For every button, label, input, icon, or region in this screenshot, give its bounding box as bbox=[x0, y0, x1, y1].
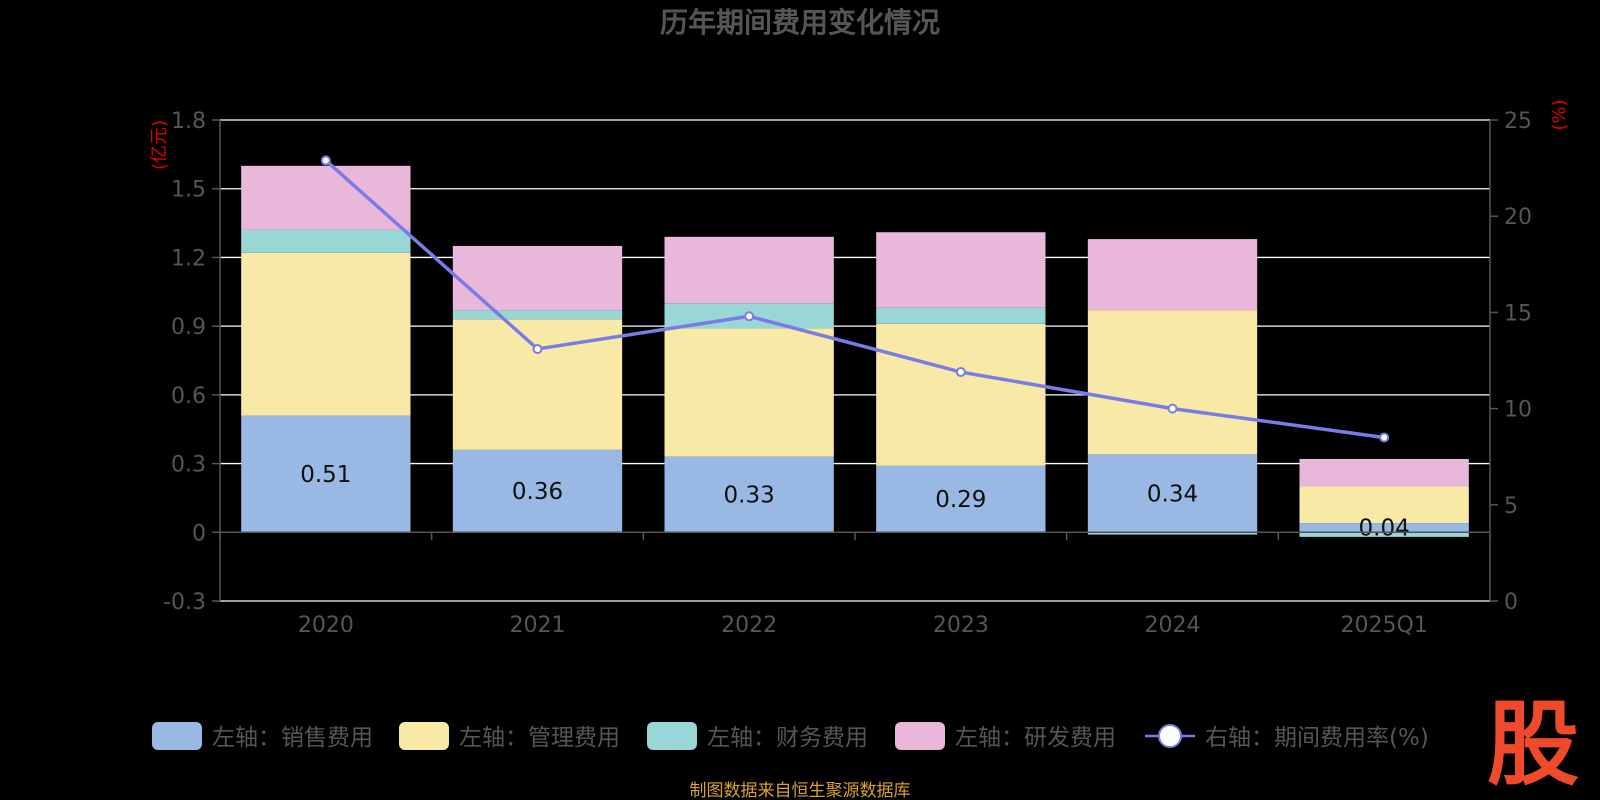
legend-marker-icon bbox=[1158, 724, 1182, 748]
left-axis-unit: (亿元) bbox=[149, 120, 170, 170]
x-tick-label: 2022 bbox=[721, 613, 777, 638]
right-tick-label: 20 bbox=[1504, 205, 1532, 230]
data-source-note: 制图数据来自恒生聚源数据库 bbox=[690, 781, 911, 800]
x-tick-label: 2025Q1 bbox=[1341, 613, 1428, 638]
left-tick-label: 0 bbox=[192, 521, 206, 546]
bar-sales-2022 bbox=[664, 456, 834, 533]
axes-layer: -0.3 0 0.3 0.6 0.9 1.2 1.5 1.8 0 5 10 15 20 25 2020 202… bbox=[163, 109, 1532, 638]
x-tick-label: 2020 bbox=[298, 613, 354, 638]
bar-finance-2025Q1 bbox=[1299, 532, 1469, 537]
bar-finance-2024 bbox=[1087, 532, 1258, 535]
legend-label-rnd: 左轴：研发费用 bbox=[955, 725, 1116, 751]
right-tick-label: 15 bbox=[1504, 301, 1532, 326]
bar-finance-2020 bbox=[241, 229, 411, 253]
right-tick-label: 0 bbox=[1504, 590, 1518, 615]
bar-rnd-2024 bbox=[1087, 239, 1258, 311]
bar-admin-2022 bbox=[664, 328, 834, 457]
data-label-2025Q1: 0.04 bbox=[1359, 516, 1410, 542]
left-tick-label: 1.8 bbox=[171, 109, 206, 134]
x-tick-label: 2024 bbox=[1145, 613, 1201, 638]
bar-finance-2021 bbox=[452, 310, 623, 320]
legend-label-finance: 左轴：财务费用 bbox=[707, 725, 868, 751]
bars-layer: 0.51 0.36 0.33 0.29 0.34 0.04 bbox=[241, 165, 1469, 542]
bar-rnd-2023 bbox=[876, 232, 1046, 308]
bar-rnd-2020 bbox=[241, 165, 411, 230]
data-label-2021: 0.36 bbox=[512, 479, 563, 505]
bar-admin-2023 bbox=[876, 323, 1046, 466]
right-tick-label: 25 bbox=[1504, 109, 1532, 134]
bar-admin-2025Q1 bbox=[1299, 486, 1469, 524]
legend-label-rate: 右轴：期间费用率(%) bbox=[1205, 725, 1429, 751]
x-tick-label: 2023 bbox=[933, 613, 989, 638]
bar-admin-2020 bbox=[241, 252, 411, 416]
right-tick-label: 10 bbox=[1504, 398, 1532, 423]
bar-rnd-2021 bbox=[452, 245, 623, 311]
rate-point-2024 bbox=[1167, 403, 1178, 414]
rate-point-2022 bbox=[744, 311, 755, 322]
rate-point-2025Q1 bbox=[1379, 432, 1390, 443]
rate-point-2020 bbox=[320, 155, 331, 166]
left-tick-label: 0.6 bbox=[171, 384, 206, 409]
left-tick-label: 1.2 bbox=[171, 246, 206, 271]
legend-label-sales: 左轴：销售费用 bbox=[212, 725, 373, 751]
data-label-2020: 0.51 bbox=[300, 462, 351, 488]
rate-point-2023 bbox=[955, 367, 966, 378]
bar-finance-2023 bbox=[876, 307, 1046, 324]
bar-rnd-2022 bbox=[664, 236, 834, 304]
bar-admin-2024 bbox=[1087, 310, 1258, 455]
bar-sales-2023 bbox=[876, 465, 1046, 533]
chart-title: 历年期间费用变化情况 bbox=[660, 6, 940, 39]
legend[interactable]: 左轴：销售费用 左轴：管理费用 左轴：财务费用 左轴：研发费用 右轴：期间费用率(%) bbox=[152, 722, 1429, 751]
rate-point-2021 bbox=[532, 343, 543, 354]
left-tick-label: 0.9 bbox=[171, 315, 206, 340]
right-axis-unit: (%) bbox=[1549, 99, 1570, 130]
legend-swatch-finance bbox=[647, 722, 697, 750]
logo-icon: 股 bbox=[1487, 691, 1579, 798]
data-label-2023: 0.29 bbox=[935, 487, 986, 513]
left-tick-label: 0.3 bbox=[171, 453, 206, 478]
legend-label-admin: 左轴：管理费用 bbox=[459, 725, 620, 751]
bar-sales-2021 bbox=[452, 449, 623, 533]
legend-swatch-sales bbox=[152, 722, 202, 750]
bar-sales-2025Q1 bbox=[1299, 523, 1469, 533]
data-label-2024: 0.34 bbox=[1147, 481, 1198, 507]
legend-swatch-admin bbox=[399, 722, 449, 750]
bar-sales-2020 bbox=[241, 415, 411, 533]
x-tick-label: 2021 bbox=[510, 613, 566, 638]
bar-sales-2024 bbox=[1087, 454, 1258, 533]
bar-rnd-2025Q1 bbox=[1299, 458, 1469, 487]
left-tick-label: -0.3 bbox=[163, 590, 206, 615]
right-tick-label: 5 bbox=[1504, 494, 1518, 519]
line-layer bbox=[320, 155, 1390, 443]
data-label-2022: 0.33 bbox=[724, 482, 775, 508]
rate-line bbox=[324, 159, 1385, 440]
left-tick-label: 1.5 bbox=[171, 178, 206, 203]
legend-swatch-rnd bbox=[895, 722, 945, 750]
